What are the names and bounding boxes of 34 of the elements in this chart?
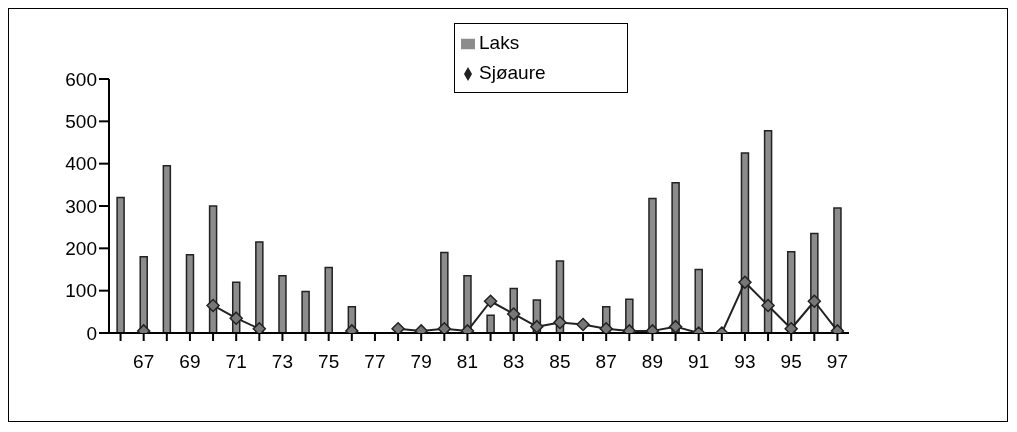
bar	[694, 268, 703, 333]
legend-label: Laks	[479, 32, 520, 53]
x-tick-label: 73	[271, 351, 294, 373]
x-tick-label: 91	[688, 351, 710, 373]
y-tick-label: 400	[65, 153, 97, 175]
y-tick-label: 300	[65, 195, 97, 217]
legend-label: Sjøaure	[479, 62, 546, 83]
x-tick-label: 71	[225, 351, 247, 373]
bar	[324, 266, 333, 333]
x-tick-label: 81	[456, 351, 479, 373]
bar	[116, 196, 125, 333]
bar	[162, 165, 172, 333]
x-tick-label: 67	[133, 351, 155, 373]
bar	[185, 253, 195, 333]
x-tick-label: 83	[503, 351, 525, 373]
y-tick-label: 200	[65, 238, 97, 260]
bar	[671, 181, 680, 333]
x-tick-label: 75	[318, 351, 340, 373]
x-tick-label: 79	[410, 351, 432, 373]
x-tick-label: 93	[734, 351, 756, 373]
x-tick-label: 95	[780, 351, 802, 373]
y-tick-label: 100	[65, 280, 97, 302]
bar	[301, 290, 310, 333]
x-tick-label: 77	[364, 351, 386, 373]
bar	[486, 314, 495, 333]
x-tick-label: 85	[549, 351, 571, 373]
x-tick-label: 97	[826, 351, 849, 373]
bar	[278, 275, 287, 333]
x-tick-label: 89	[641, 351, 664, 373]
y-tick-label: 600	[65, 68, 97, 90]
x-tick-label: 87	[595, 351, 617, 373]
y-tick-label: 500	[65, 111, 97, 133]
x-tick-label: 69	[179, 351, 201, 373]
y-tick-label: 0	[86, 322, 97, 344]
